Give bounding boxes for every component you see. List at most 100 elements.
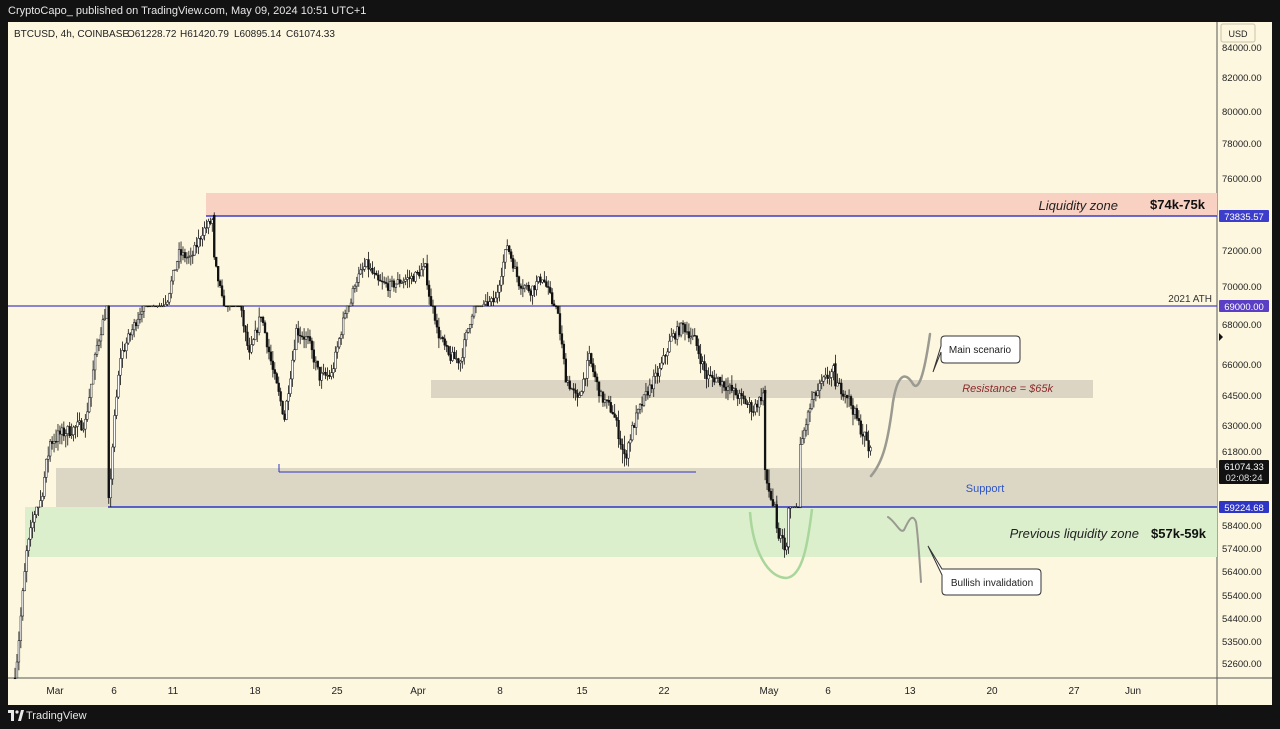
publish-header: CryptoCapo_ published on TradingView.com… [0,0,1280,22]
candle-body [109,478,112,499]
candle-body [400,282,403,284]
candle-body [82,428,85,431]
candle-body [144,305,148,308]
candle-body [367,259,370,270]
candle-body [345,305,349,314]
candle-body [398,279,401,284]
candle-body [498,284,501,293]
candle-body [324,371,327,376]
candle-body [613,413,616,418]
candle-body [133,322,136,331]
candle-body [695,335,698,347]
candle-body [431,305,435,307]
candle-body [191,254,194,257]
time-tick: Apr [410,686,426,697]
candle-body [785,546,788,551]
time-tick: 18 [249,686,261,697]
candle-body [31,521,34,529]
candle-body [209,221,212,224]
candle-body [625,453,628,459]
ohlc-low: L60895.14 [234,29,282,40]
candle-body [379,279,382,282]
candle-body [62,427,65,437]
candle-body [748,402,751,405]
candle-body [562,343,566,360]
time-tick: 6 [111,686,117,697]
candle-body [429,296,433,307]
candle-body [599,391,603,397]
candle-body [107,305,110,499]
candle-body [750,402,753,412]
candle-body [125,342,128,351]
candle-body [93,354,97,371]
candle-body [316,360,319,368]
candle-body [275,373,278,384]
candle-body [767,483,771,492]
candle-body [756,403,759,408]
candle-body [86,411,89,420]
candle-body [414,271,417,282]
liquidity-price-text: 73835.57 [1224,212,1264,223]
candle-body [631,425,634,441]
candle-body [656,372,659,377]
candle-body [570,388,573,390]
candle-body [21,590,24,617]
time-tick: May [760,686,779,697]
candle-body [636,408,640,414]
candle-body [556,305,560,314]
price-tick: 82000.00 [1222,73,1262,84]
candle-body [103,317,107,320]
candle-body [170,280,173,294]
candle-body [513,266,517,269]
candle-body [812,392,816,400]
candle-body [328,374,331,377]
candle-body [580,391,583,396]
candle-body [564,358,567,383]
candle-body [822,376,825,382]
current-price-tag: 61074.33 02:08:24 [1219,460,1269,484]
candle-body [777,527,780,539]
candle-body [375,273,378,276]
candle-body [775,506,778,529]
candle-body [572,388,575,391]
footer-bar: TradingView [0,705,1280,729]
candle-body [711,375,714,378]
candle-body [216,266,220,282]
candle-body [384,282,388,284]
time-tick: Mar [46,686,64,697]
price-tick: 52600.00 [1222,659,1262,670]
candle-body [791,506,794,509]
candle-body [486,301,489,307]
price-chart[interactable]: Main scenario Bullish invalidation Liqui… [8,22,1272,705]
bullish-invalidation-sketch [887,516,922,583]
candle-body [795,506,798,509]
candle-body [558,313,562,334]
candle-body [447,346,450,355]
time-tick: 11 [168,686,179,697]
price-tick: 80000.00 [1222,107,1262,118]
candle-body [213,215,216,258]
candle-body [443,338,446,346]
candle-body [496,291,499,299]
candle-body [662,355,665,364]
candle-body [115,396,118,416]
currency-box[interactable] [1220,23,1256,43]
candle-body [869,447,872,452]
candle-body [840,382,843,395]
candle-body [205,227,208,229]
support-zone-box [56,468,1217,507]
candle-body [853,408,857,415]
price-tick: 76000.00 [1222,174,1262,185]
candle-body [330,372,333,377]
candle-body [551,292,554,305]
ohlc-high: H61420.79 [180,29,229,40]
candle-body [394,283,398,288]
candle-body [117,374,120,398]
candle-body [801,438,804,445]
price-tick: 78000.00 [1222,139,1262,150]
candle-body [49,441,52,457]
ath-price-tag: 69000.00 [1219,300,1269,313]
candle-body [13,677,17,680]
candle-body [488,301,491,307]
candle-body [361,268,364,271]
